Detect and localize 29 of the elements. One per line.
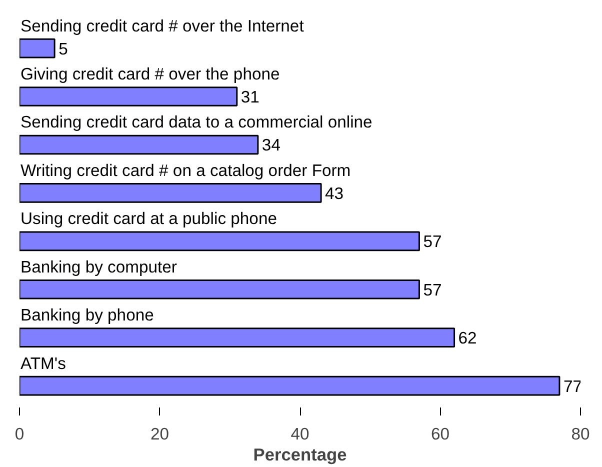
bar (20, 231, 420, 252)
x-tick-label: 80 (571, 424, 590, 444)
y-tick-label: Using credit card at a public phone (20, 209, 277, 228)
bar (20, 328, 456, 348)
data-label: 34 (262, 136, 280, 155)
data-label: 31 (240, 88, 260, 107)
bar (20, 279, 420, 300)
bar (20, 134, 259, 155)
bar (20, 38, 56, 58)
bar (20, 376, 560, 396)
data-label: 57 (423, 232, 442, 252)
y-tick-label: Sending credit card data to a commercial online (20, 112, 372, 132)
y-tick-label: Giving credit card # over the phone (20, 64, 280, 84)
y-tick-label: ATM's (20, 354, 66, 373)
y-tick-label: Writing credit card # on a catalog order Form (20, 160, 351, 180)
x-tick-label: 60 (430, 424, 450, 444)
x-axis-title: Percentage (253, 444, 348, 464)
data-label: 43 (325, 184, 344, 203)
y-tick-label: Banking by phone (20, 306, 154, 325)
x-tick-label: 40 (290, 424, 310, 444)
data-label: 62 (458, 328, 477, 348)
data-label: 5 (58, 39, 68, 58)
x-tick-label: 0 (14, 424, 24, 444)
bar (20, 86, 238, 106)
data-label: 57 (423, 280, 442, 300)
y-tick-label: Banking by computer (20, 257, 178, 276)
y-tick-label: Sending credit card # over the Internet (20, 16, 304, 36)
x-tick-label: 20 (150, 424, 170, 444)
bar (20, 183, 322, 203)
